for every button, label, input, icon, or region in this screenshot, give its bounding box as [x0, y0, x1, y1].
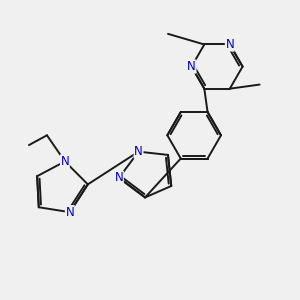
Text: N: N: [187, 60, 196, 73]
Text: N: N: [134, 145, 143, 158]
Text: N: N: [115, 171, 123, 184]
Text: N: N: [226, 38, 234, 51]
Text: N: N: [61, 155, 69, 168]
Text: N: N: [65, 206, 74, 219]
